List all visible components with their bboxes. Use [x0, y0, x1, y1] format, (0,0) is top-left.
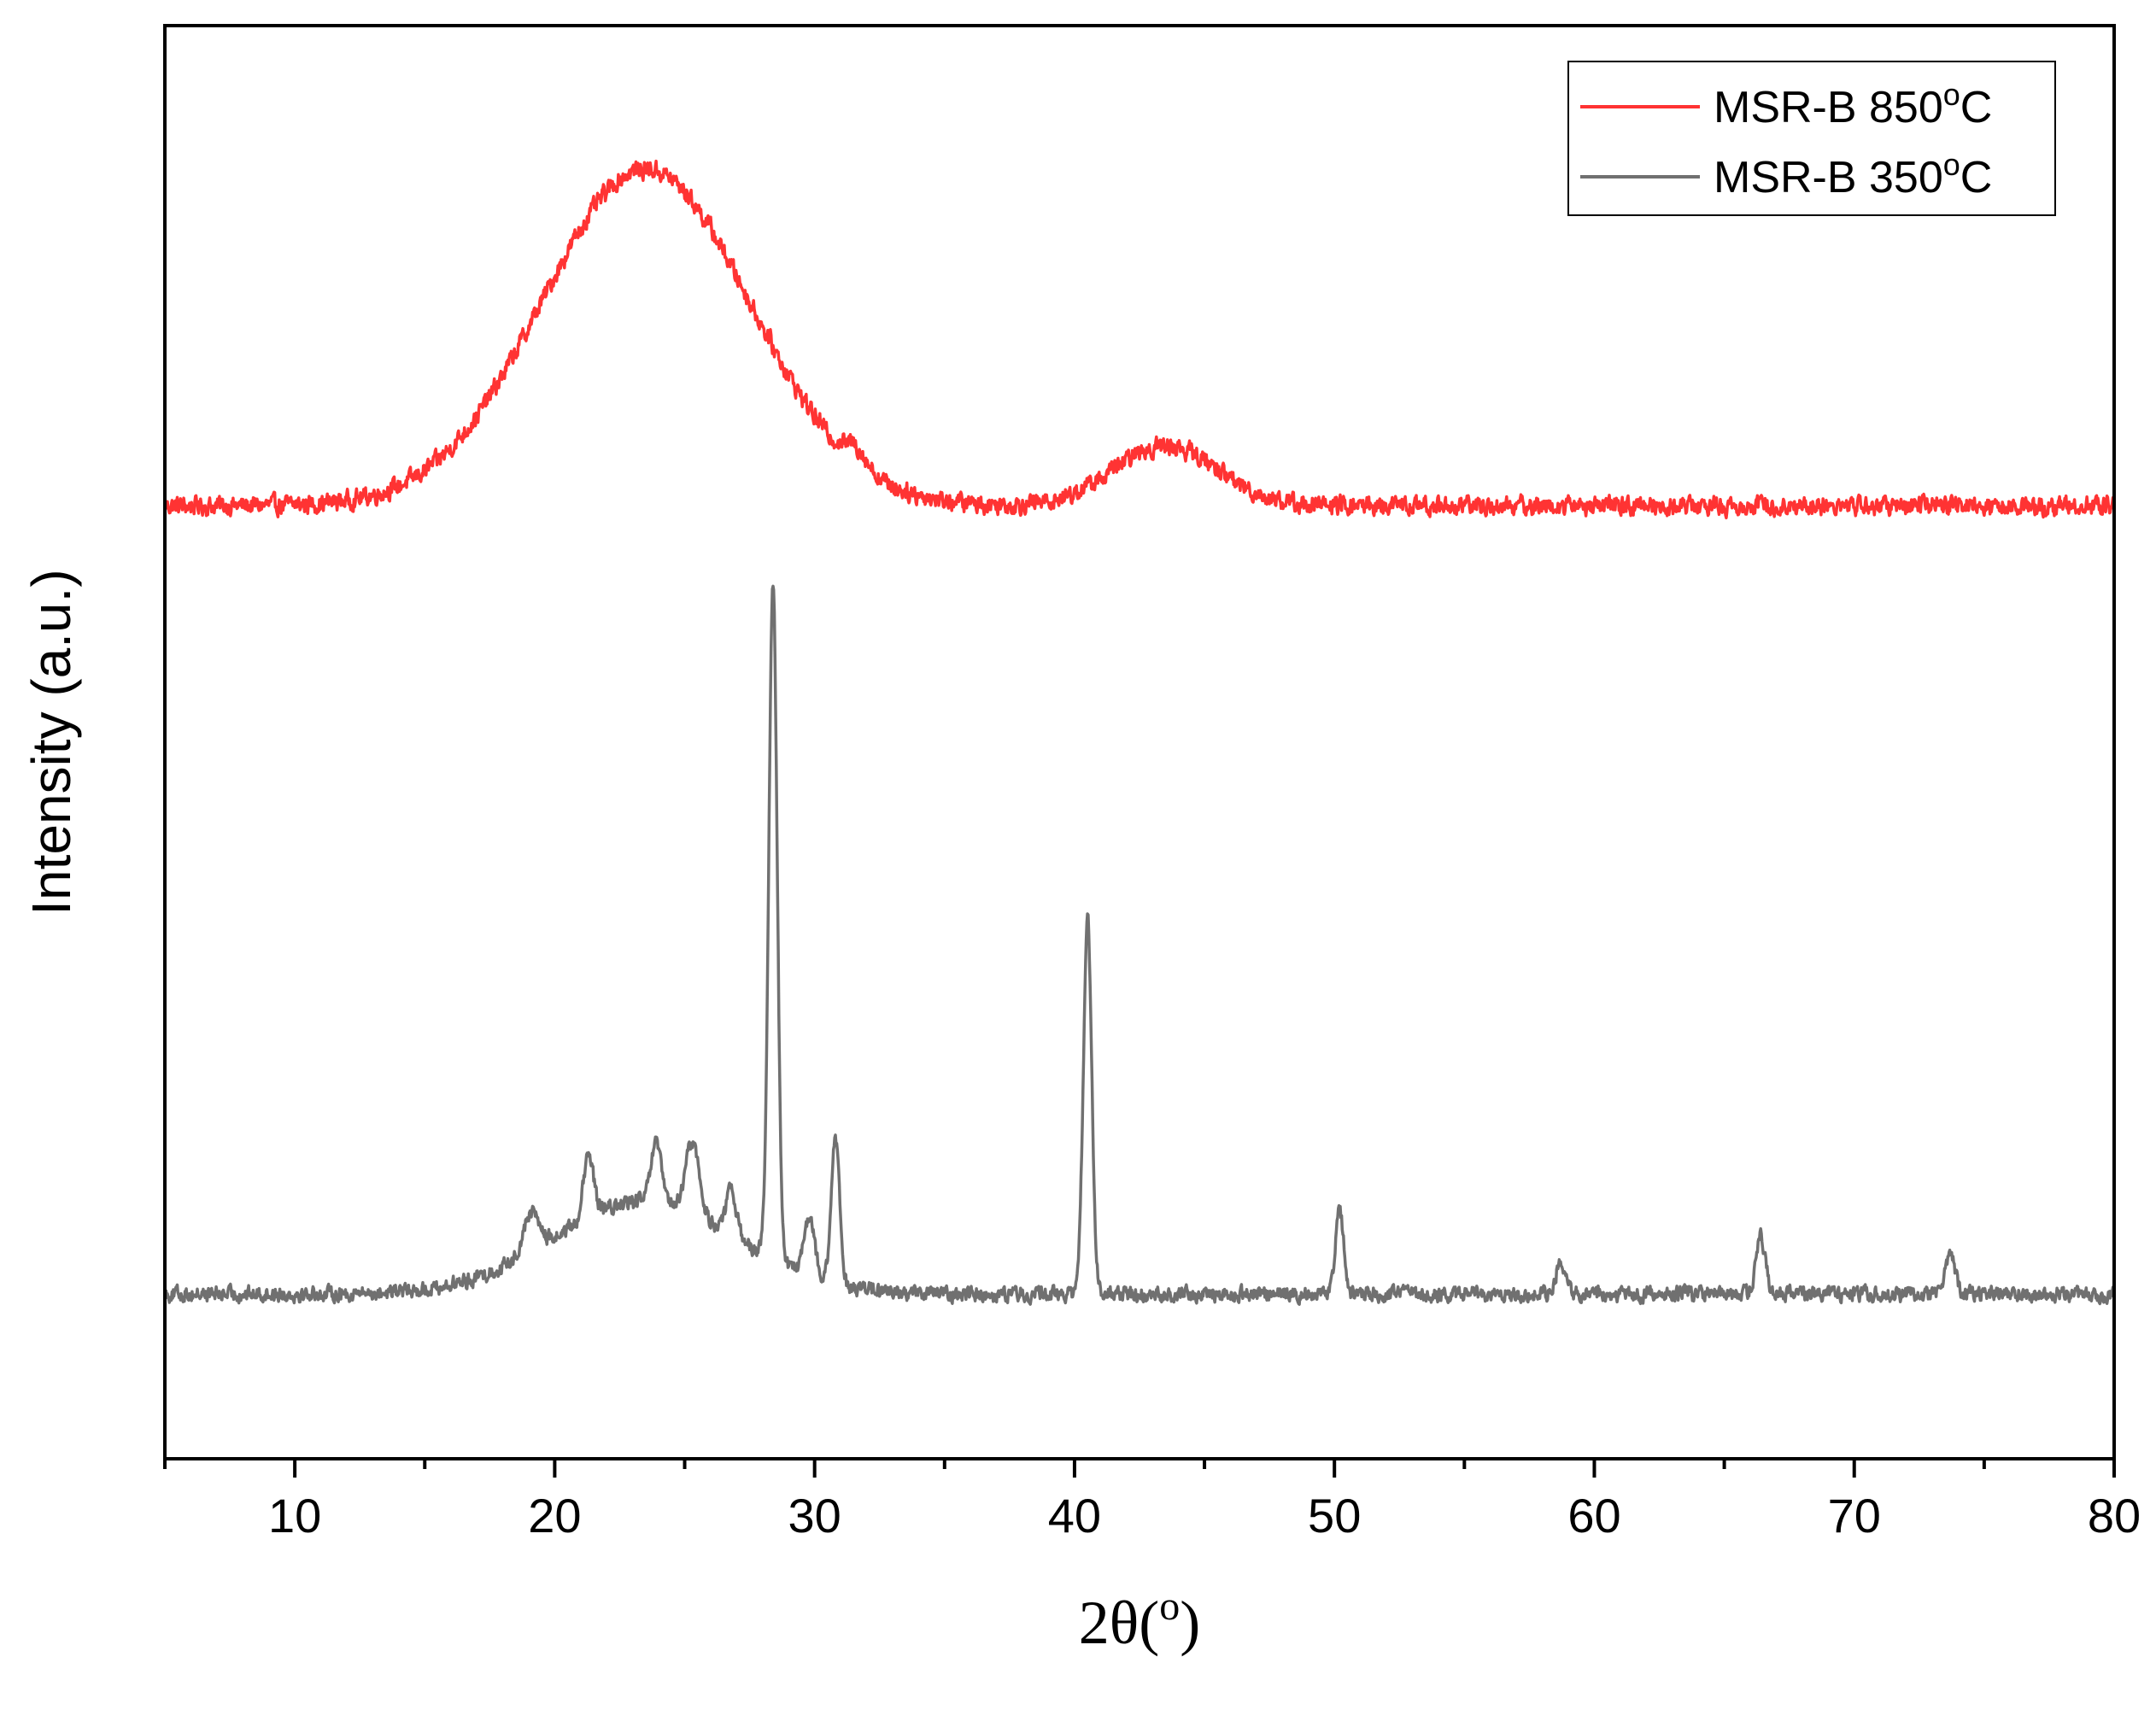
legend-label-850-sup: o — [1943, 77, 1960, 112]
legend-label-850: MSR-B 850oC — [1714, 77, 1992, 132]
y-axis-title: Intensity (a.u.) — [21, 569, 82, 916]
legend-box — [1567, 61, 2056, 216]
x-tick-label: 20 — [528, 1489, 581, 1542]
plot-frame — [163, 24, 2116, 1460]
x-tick-label: 10 — [268, 1489, 321, 1542]
x-axis-title: 2θ(o) — [1079, 1583, 1200, 1657]
x-tick-label: 80 — [2088, 1489, 2141, 1542]
x-tick-label: 40 — [1048, 1489, 1101, 1542]
series-layer — [163, 159, 2116, 1306]
x-tick-label: 70 — [1828, 1489, 1881, 1542]
x-axis-title-main: 2θ( — [1079, 1589, 1159, 1657]
x-tick-label: 50 — [1308, 1489, 1361, 1542]
x-tick-label: 30 — [788, 1489, 841, 1542]
series-line-0 — [163, 159, 2116, 520]
x-tick-label: 60 — [1567, 1489, 1620, 1542]
x-axis-title-end: ) — [1180, 1589, 1200, 1657]
legend: MSR-B 850oC MSR-B 350oC — [1567, 61, 2056, 216]
legend-label-350-sup: o — [1943, 147, 1960, 182]
series-line-1 — [163, 584, 2116, 1306]
legend-label-850-end: C — [1960, 83, 1993, 132]
legend-label-850-main: MSR-B 850 — [1714, 83, 1943, 132]
legend-label-350: MSR-B 350oC — [1714, 147, 1992, 202]
legend-label-350-main: MSR-B 350 — [1714, 153, 1943, 202]
x-axis-title-superscript: o — [1159, 1583, 1180, 1629]
legend-label-350-end: C — [1960, 153, 1993, 202]
x-axis-ticks: 10 20 30 40 50 60 70 80 — [163, 1459, 2141, 1542]
